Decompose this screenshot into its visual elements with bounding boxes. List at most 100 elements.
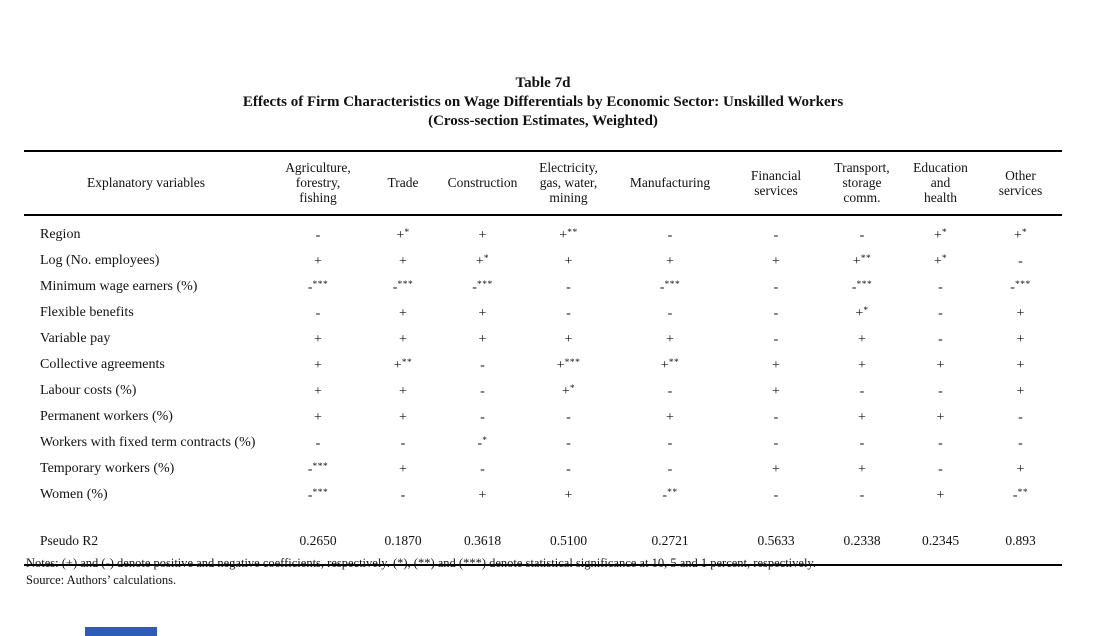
coef-cell: - (400, 487, 406, 503)
coef-cell: +* (855, 305, 869, 321)
table-number: Table 7d (515, 75, 571, 91)
notes-line: Notes: (+) and (-) denote positive and n… (26, 556, 816, 570)
coef-cell: -*** (307, 279, 329, 295)
coef-cell: + (1016, 383, 1025, 399)
table-row: Temporary workers (%) -*** + - - - + + - + (24, 456, 1062, 482)
coef-cell: - (938, 461, 943, 477)
coef-cell: + (478, 305, 487, 321)
table-row: Minimum wage earners (%) -*** -*** -*** - -**… (24, 274, 1062, 300)
coef-cell: - (315, 227, 321, 243)
coef-cell: - (773, 279, 779, 295)
coef-cell: + (936, 409, 945, 425)
coef-cell: - (480, 461, 485, 477)
coef-cell: - (773, 409, 779, 425)
coef-cell: + (478, 227, 487, 243)
row-label: Log (No. employees) (40, 253, 160, 268)
column-header-5: Financial services (730, 151, 822, 216)
row-label: Permanent workers (%) (40, 409, 173, 424)
coef-cell: +* (561, 383, 576, 399)
source-line: Source: Authors’ calculations. (26, 573, 177, 587)
coef-cell: - (315, 305, 321, 321)
results-table: Explanatory variables Agriculture, forest… (24, 150, 1062, 566)
coef-cell: - (315, 435, 321, 451)
coef-cell: -*** (307, 487, 329, 503)
coef-cell: - (938, 383, 943, 399)
r2-cell: 0.1870 (384, 533, 422, 548)
coef-cell: + (936, 487, 945, 503)
coef-cell: - (480, 357, 485, 373)
coef-cell: - (667, 435, 673, 451)
taskbar-fragment[interactable] (85, 627, 157, 636)
coef-cell: + (314, 357, 322, 373)
coef-cell: - (566, 409, 571, 425)
coef-cell: + (858, 331, 866, 347)
r2-cell: 0.2338 (843, 533, 881, 548)
summary-row: Pseudo R2 0.2650 0.1870 0.3618 0.5100 0.2721 0… (24, 508, 1062, 565)
coef-cell: + (314, 331, 322, 347)
coef-cell: + (936, 357, 945, 373)
coef-cell: +* (933, 227, 948, 243)
coef-cell: + (858, 357, 866, 373)
coef-cell: + (858, 461, 866, 477)
column-header-explanatory-variables: Explanatory variables (24, 151, 268, 216)
row-label: Labour costs (%) (40, 383, 137, 398)
r2-cell: 0.5100 (549, 533, 588, 548)
row-label: Flexible benefits (40, 305, 134, 320)
coef-cell: + (666, 331, 674, 347)
table-row: Workers with fixed term contracts (%) - - -… (24, 430, 1062, 456)
header-row: Explanatory variables Agriculture, forest… (24, 151, 1062, 216)
column-header-7: Education and health (902, 151, 979, 216)
coef-cell: - (667, 305, 673, 321)
coef-cell: - (667, 461, 673, 477)
coef-cell: +** (660, 357, 680, 373)
coef-cell: - (938, 435, 943, 451)
coef-cell: +* (933, 253, 948, 269)
coef-cell: - (400, 435, 406, 451)
coef-cell: + (666, 409, 674, 425)
coef-cell: - (566, 279, 571, 295)
row-label: Temporary workers (%) (40, 461, 175, 476)
coef-cell: + (666, 253, 674, 269)
r2-cell: 0.2721 (651, 533, 689, 548)
coef-cell: + (314, 409, 322, 425)
coef-cell: + (399, 409, 407, 425)
coef-cell: + (772, 357, 780, 373)
coef-cell: - (773, 435, 779, 451)
column-header-6: Transport, storage comm. (822, 151, 902, 216)
row-label: Workers with fixed term contracts (%) (40, 435, 256, 450)
table-row: Collective agreements + +** - +*** +** + + + + (24, 352, 1062, 378)
coef-cell: - (938, 279, 943, 295)
coef-cell: - (566, 305, 571, 321)
title-block: Table 7d Effects of Firm Characteristics… (24, 74, 1062, 131)
coef-cell: + (1016, 357, 1025, 373)
coef-cell: +*** (556, 357, 581, 373)
coef-cell: - (566, 461, 571, 477)
table-title: Effects of Firm Characteristics on Wage … (242, 94, 844, 110)
coef-cell: - (773, 331, 779, 347)
coef-cell: - (773, 487, 779, 503)
coef-cell: - (480, 383, 485, 399)
row-label: Variable pay (40, 331, 111, 346)
coef-cell: -** (662, 487, 678, 503)
coef-cell: + (1016, 461, 1025, 477)
table-row: Log (No. employees) + + +* + + + +** +* - (24, 248, 1062, 274)
table-row: Flexible benefits - + + - - - +* - + (24, 300, 1062, 326)
coef-cell: +** (559, 227, 578, 243)
coef-cell: - (938, 331, 943, 347)
coef-cell: + (564, 487, 573, 503)
coef-cell: + (478, 331, 487, 347)
coef-cell: - (859, 383, 865, 399)
coef-cell: -*** (307, 461, 329, 477)
table-subtitle: (Cross-section Estimates, Weighted) (428, 113, 658, 129)
row-label: Women (%) (40, 487, 108, 502)
summary-row-label: Pseudo R2 (40, 533, 99, 548)
coef-cell: - (480, 409, 485, 425)
coef-cell: -*** (1010, 279, 1031, 295)
coef-cell: + (314, 383, 322, 399)
coef-cell: - (566, 435, 571, 451)
row-label: Collective agreements (40, 357, 165, 372)
coef-cell: + (478, 487, 487, 503)
coef-cell: +* (475, 253, 490, 269)
r2-cell: 0.893 (1005, 533, 1036, 548)
